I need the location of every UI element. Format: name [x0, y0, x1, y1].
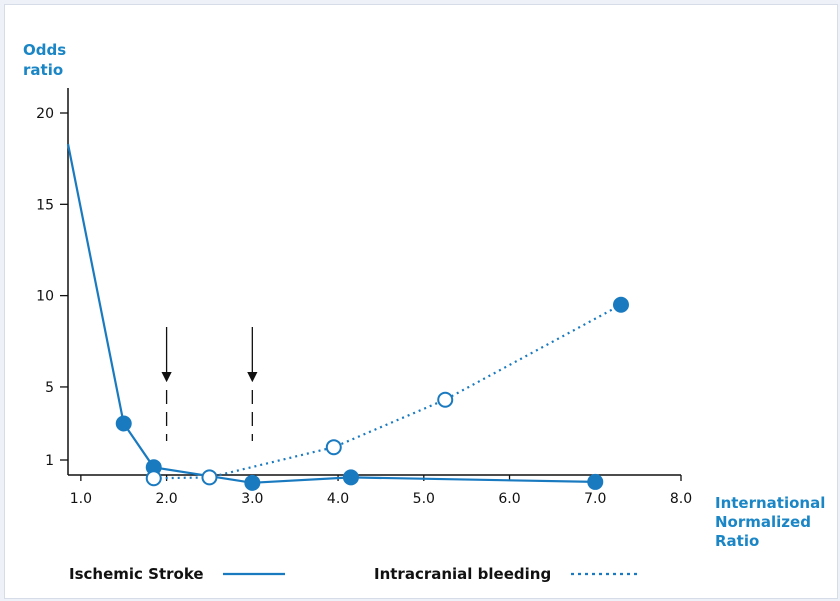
data-point-intracranial-bleeding — [201, 469, 218, 486]
series-line-ischemic-stroke — [66, 143, 596, 484]
y-tick-label: 1 — [45, 453, 54, 469]
data-point-intracranial-bleeding — [325, 439, 342, 456]
x-tick-label: 2.0 — [155, 491, 177, 507]
y-tick-label: 15 — [36, 197, 54, 213]
chart-svg: Odds ratio International Normalized Rati… — [23, 41, 825, 583]
x-tick-label: 4.0 — [327, 491, 349, 507]
data-point-ischemic-stroke — [342, 469, 359, 486]
data-point-intracranial-bleeding — [612, 296, 629, 313]
x-tick-label: 7.0 — [584, 491, 606, 507]
y-axis-title-line-1: Odds — [23, 41, 66, 59]
x-axis-title-line-2: Normalized — [715, 513, 811, 531]
x-tick-label: 6.0 — [498, 491, 520, 507]
series-layer — [66, 143, 629, 491]
legend-label-intracranial-bleeding: Intracranial bleeding — [374, 565, 551, 583]
data-point-intracranial-bleeding — [437, 391, 454, 408]
x-tick-label: 1.0 — [70, 491, 92, 507]
data-point-ischemic-stroke — [587, 473, 604, 490]
y-tick-label: 5 — [45, 380, 54, 396]
y-tick-label: 10 — [36, 289, 54, 305]
x-tick-label: 3.0 — [241, 491, 263, 507]
data-point-ischemic-stroke — [244, 474, 261, 491]
x-axis-title-line-3: Ratio — [715, 532, 759, 550]
x-tick-label: 8.0 — [670, 491, 692, 507]
y-axis-title-line-2: ratio — [23, 61, 63, 79]
chart-frame: Odds ratio International Normalized Rati… — [4, 4, 838, 599]
data-point-intracranial-bleeding — [145, 470, 162, 487]
y-tick-label: 20 — [36, 106, 54, 122]
data-point-ischemic-stroke — [115, 415, 132, 432]
arrow-annotations — [161, 327, 258, 441]
x-tick-label: 5.0 — [413, 491, 435, 507]
legend-label-ischemic-stroke: Ischemic Stroke — [69, 565, 204, 583]
legend: Ischemic Stroke Intracranial bleeding — [69, 565, 637, 583]
x-axis-title-line-1: International — [715, 494, 825, 512]
series-line-intracranial-bleeding — [153, 303, 622, 480]
